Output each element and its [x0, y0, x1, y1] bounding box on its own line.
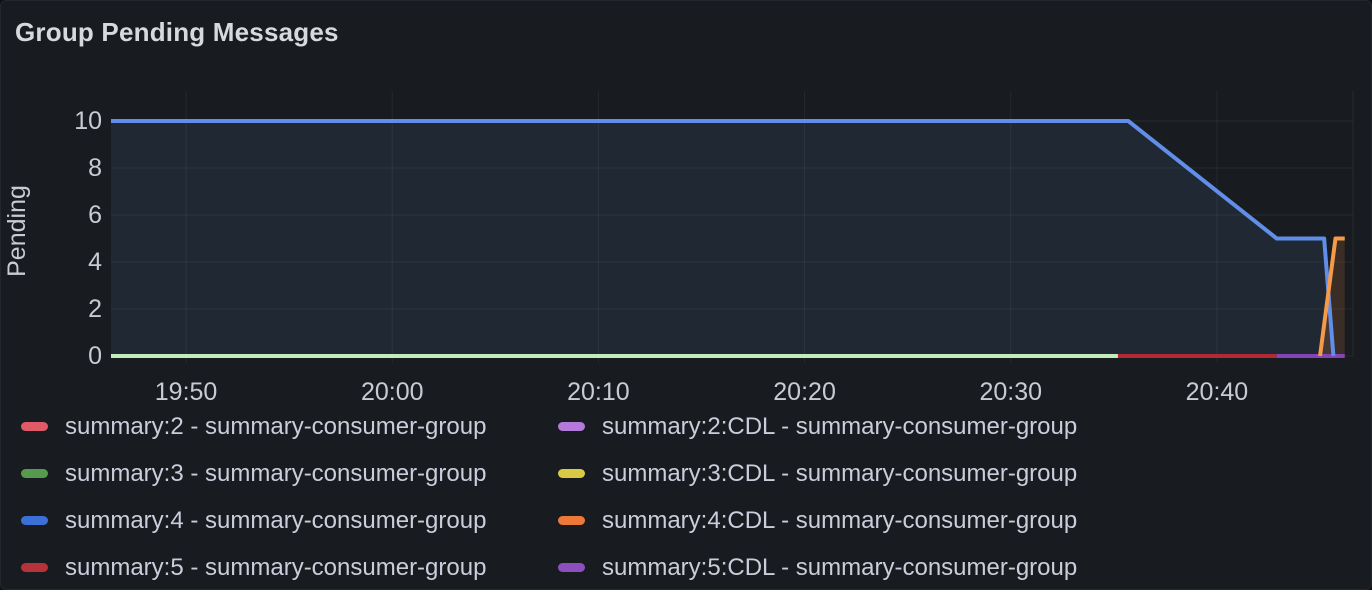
x-tick-label-20:10: 20:10	[567, 378, 630, 406]
legend-item-label: summary:3:CDL - summary-consumer-group	[602, 459, 1078, 487]
series-line-orange-pending-line	[1318, 236, 1345, 357]
x-tick-label-20:20: 20:20	[773, 378, 836, 406]
legend-item[interactable]: summary:3 - summary-consumer-group	[21, 450, 558, 497]
panel-title[interactable]: Group Pending Messages	[15, 17, 339, 47]
legend-item-label: summary:5:CDL - summary-consumer-group	[602, 553, 1078, 581]
time-series-chart[interactable]: 0 2 4 6 8 10 19:50 20:00 20:10 20:20 20:30 20:40 Pen…	[1, 86, 1372, 406]
legend-swatch-icon	[21, 516, 48, 525]
y-tick-label-2: 2	[88, 295, 102, 323]
x-tick-label-19:50: 19:50	[155, 378, 218, 406]
legend-swatch-icon	[21, 563, 48, 572]
legend-item[interactable]: summary:5 - summary-consumer-group	[21, 544, 558, 589]
y-tick-label-6: 6	[88, 201, 102, 229]
legend-item[interactable]: summary:2 - summary-consumer-group	[21, 403, 558, 450]
legend-item-label: summary:4:CDL - summary-consumer-group	[602, 506, 1078, 534]
y-tick-label-4: 4	[88, 248, 102, 276]
series-area-orange-pending-line	[1320, 238, 1345, 356]
legend-item[interactable]: summary:2:CDL - summary-consumer-group	[558, 403, 1371, 450]
legend-item-label: summary:3 - summary-consumer-group	[65, 459, 487, 487]
series-area-blue-pending-line	[111, 121, 1334, 356]
legend-item-label: summary:2 - summary-consumer-group	[65, 412, 487, 440]
legend-item-label: summary:2:CDL - summary-consumer-group	[602, 412, 1078, 440]
legend-swatch-icon	[558, 469, 585, 478]
y-tick-label-0: 0	[88, 342, 102, 370]
legend-item[interactable]: summary:5:CDL - summary-consumer-group	[558, 544, 1371, 589]
legend-item-label: summary:5 - summary-consumer-group	[65, 553, 487, 581]
legend-swatch-icon	[558, 516, 585, 525]
legend-swatch-icon	[21, 469, 48, 478]
legend-item[interactable]: summary:4 - summary-consumer-group	[21, 497, 558, 544]
legend-swatch-icon	[21, 422, 48, 431]
y-tick-label-10: 10	[74, 107, 102, 135]
y-axis-title: Pending	[3, 185, 31, 277]
legend-swatch-icon	[558, 563, 585, 572]
y-tick-label-8: 8	[88, 154, 102, 182]
x-tick-label-20:00: 20:00	[361, 378, 424, 406]
legend-item-label: summary:4 - summary-consumer-group	[65, 506, 487, 534]
series-line-blue-pending-line	[111, 119, 1336, 357]
legend-item[interactable]: summary:4:CDL - summary-consumer-group	[558, 497, 1371, 544]
x-tick-label-20:40: 20:40	[1186, 378, 1249, 406]
legend-swatch-icon	[558, 422, 585, 431]
legend: summary:2 - summary-consumer-group summar…	[1, 403, 1371, 589]
legend-item[interactable]: summary:3:CDL - summary-consumer-group	[558, 450, 1371, 497]
x-tick-label-20:30: 20:30	[979, 378, 1042, 406]
